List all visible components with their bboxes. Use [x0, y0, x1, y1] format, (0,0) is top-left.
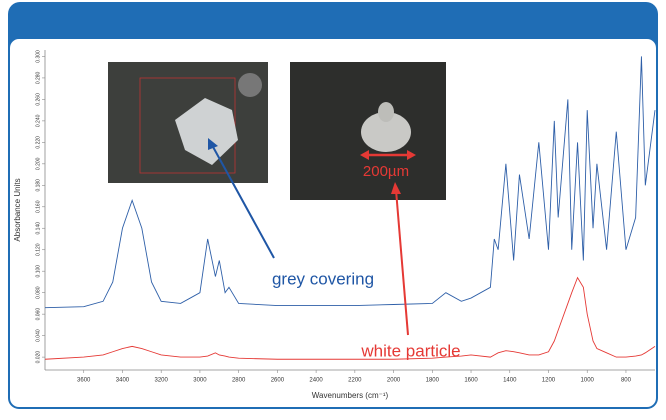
series-line [44, 276, 656, 360]
y-axis-label: Absorbance Units [13, 178, 22, 241]
y-tick-label: 0.140 [35, 222, 41, 235]
y-tick-label: 0.260 [35, 93, 41, 106]
x-tick-label: 2400 [309, 378, 323, 384]
series-label: white particle [360, 341, 460, 360]
x-tick-label: 3000 [193, 378, 207, 384]
arrow [211, 144, 275, 259]
y-tick-label: 0.240 [35, 114, 41, 127]
x-axis-label: Wavenumbers (cm⁻¹) [312, 391, 389, 400]
photo-white [290, 62, 446, 200]
x-tick-label: 2600 [271, 378, 285, 384]
x-tick-label: 1400 [503, 378, 517, 384]
y-tick-label: 0.200 [35, 157, 41, 170]
y-tick-label: 0.080 [35, 286, 41, 299]
y-tick-label: 0.040 [35, 329, 41, 342]
arrow-head [208, 138, 218, 150]
series-line [44, 56, 656, 309]
arrow-head [391, 182, 401, 194]
y-tick-label: 0.100 [35, 265, 41, 278]
y-tick-label: 0.020 [35, 351, 41, 364]
x-tick-label: 3400 [116, 378, 130, 384]
scale-label: 200µm [363, 163, 409, 180]
y-tick-label: 0.160 [35, 200, 41, 213]
x-tick-label: 3200 [155, 378, 169, 384]
x-tick-label: 2200 [348, 378, 362, 384]
y-tick-label: 0.220 [35, 136, 41, 149]
y-tick-label: 0.280 [35, 71, 41, 84]
x-tick-label: 1200 [542, 378, 556, 384]
y-tick-label: 0.060 [35, 308, 41, 321]
y-tick-label: 0.300 [35, 50, 41, 63]
x-tick-label: 1600 [464, 378, 478, 384]
x-tick-label: 2000 [387, 378, 401, 384]
y-tick-label: 0.120 [35, 243, 41, 256]
photo-grey [108, 62, 268, 183]
series-label: grey covering [272, 269, 374, 288]
x-tick-label: 1000 [581, 378, 595, 384]
arrow [395, 189, 409, 336]
x-tick-label: 1800 [426, 378, 440, 384]
x-tick-label: 3600 [77, 378, 91, 384]
x-tick-label: 2800 [232, 378, 246, 384]
x-tick-label: 800 [621, 378, 632, 384]
y-tick-label: 0.180 [35, 179, 41, 192]
